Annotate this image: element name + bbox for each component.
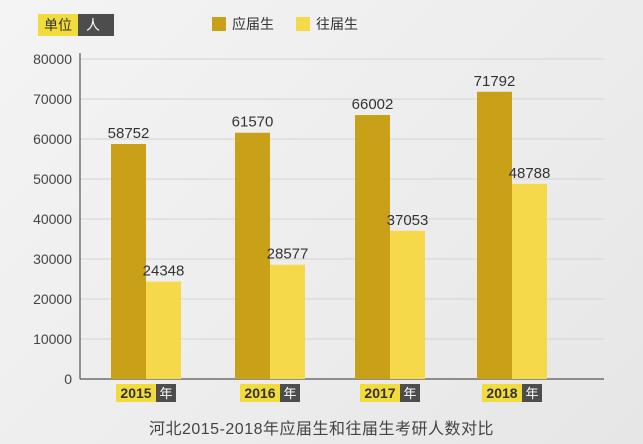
legend-label-fresh: 应届生 (232, 16, 274, 32)
y-tick-label: 60000 (33, 131, 72, 147)
bar-previous-2017 (390, 230, 425, 379)
y-tick-label: 70000 (33, 91, 72, 107)
x-tick-bg (240, 384, 280, 402)
x-tick-label: 2015 (120, 385, 151, 401)
legend-item-previous: 往届生 (296, 14, 358, 34)
x-tick-suffix: 年 (525, 386, 538, 401)
y-tick-label: 0 (64, 371, 72, 387)
data-label: 24348 (143, 263, 185, 280)
x-tick-label: 2016 (244, 385, 275, 401)
bar-previous-2018 (512, 183, 547, 379)
bar-previous-2015 (146, 281, 181, 379)
y-tick-label: 30000 (33, 251, 72, 267)
y-tick-label: 20000 (33, 291, 72, 307)
legend-swatch-previous (296, 17, 310, 31)
x-tick-label: 2017 (364, 385, 395, 401)
x-tick-suffix-bg (280, 384, 300, 402)
y-tick-label: 50000 (33, 171, 72, 187)
x-tick-suffix-bg (156, 384, 176, 402)
bar-fresh-2018 (477, 91, 512, 379)
legend-item-fresh: 应届生 (212, 14, 274, 34)
data-label: 48788 (509, 165, 551, 182)
x-tick-bg (360, 384, 400, 402)
y-tick-label: 80000 (33, 51, 72, 67)
x-tick-suffix-bg (400, 384, 420, 402)
bar-fresh-2015 (111, 143, 146, 379)
data-label: 37053 (387, 212, 429, 229)
bar-fresh-2016 (235, 132, 270, 379)
x-tick-bg (482, 384, 522, 402)
unit-box: 单位 人 (38, 14, 114, 36)
data-label: 58752 (108, 125, 150, 142)
legend-swatch-fresh (212, 17, 226, 31)
x-tick-suffix: 年 (159, 386, 172, 401)
unit-label: 单位 (38, 14, 78, 36)
data-label: 66002 (352, 96, 394, 113)
x-tick-label: 2018 (486, 385, 517, 401)
data-label: 71792 (474, 73, 516, 90)
x-tick-suffix-bg (522, 384, 542, 402)
legend-label-previous: 往届生 (316, 16, 358, 32)
unit-value: 人 (78, 14, 114, 36)
y-tick-label: 40000 (33, 211, 72, 227)
x-tick-suffix: 年 (283, 386, 296, 401)
x-tick-suffix: 年 (403, 386, 416, 401)
data-label: 28577 (267, 246, 309, 263)
x-tick-bg (116, 384, 156, 402)
chart-title: 河北2015-2018年应届生和往届生考研人数对比 (148, 421, 495, 438)
data-label: 61570 (232, 114, 274, 131)
y-tick-label: 10000 (33, 331, 72, 347)
bar-previous-2016 (270, 264, 305, 379)
bar-fresh-2017 (355, 114, 390, 379)
